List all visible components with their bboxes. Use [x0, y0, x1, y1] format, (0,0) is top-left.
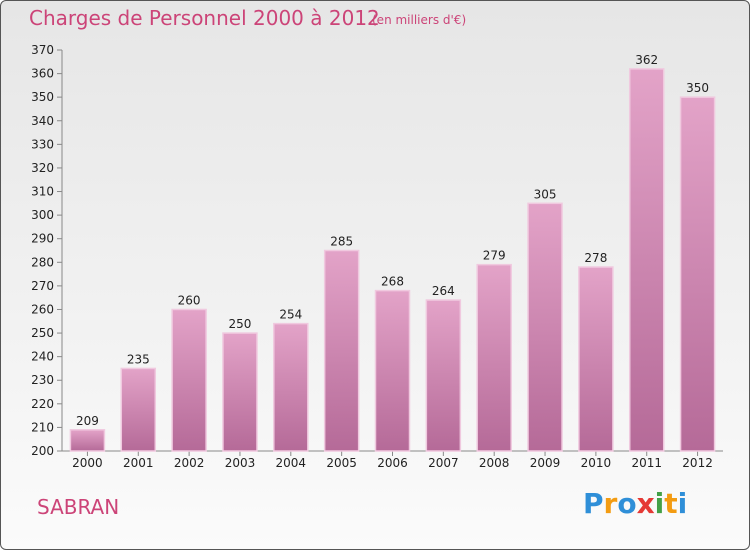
y-tick-label: 350 [31, 90, 54, 104]
x-tick-label: 2008 [479, 456, 510, 470]
y-tick-label: 230 [31, 373, 54, 387]
y-tick-label: 310 [31, 185, 54, 199]
bar-value-label: 264 [432, 284, 455, 298]
bar [527, 202, 563, 452]
bar [222, 332, 258, 452]
y-tick-label: 320 [31, 161, 54, 175]
bar-value-label: 254 [279, 308, 302, 322]
logo-letter: P [583, 487, 604, 520]
x-tick-label: 2002 [174, 456, 205, 470]
bar [425, 299, 462, 452]
logo-letter: i [654, 487, 665, 520]
bar [171, 308, 207, 452]
y-tick-label: 290 [31, 232, 54, 246]
bar [679, 96, 716, 452]
bar-value-label: 285 [330, 235, 353, 249]
x-tick-label: 2003 [225, 456, 256, 470]
bar-value-label: 250 [229, 317, 252, 331]
y-tick-label: 300 [31, 208, 54, 222]
bar [578, 266, 614, 452]
bar-value-label: 235 [127, 352, 150, 366]
y-tick-label: 360 [31, 67, 54, 81]
bar [273, 322, 309, 452]
commune-name: SABRAN [37, 495, 120, 519]
x-tick-label: 2009 [530, 456, 561, 470]
bar-value-label: 279 [483, 249, 506, 263]
x-tick-label: 2010 [581, 456, 612, 470]
bar-value-label: 362 [635, 53, 658, 67]
bar-value-label: 305 [534, 187, 557, 201]
y-tick-label: 260 [31, 302, 54, 316]
x-tick-label: 2000 [72, 456, 103, 470]
y-tick-label: 340 [31, 114, 54, 128]
chart-title: Charges de Personnel 2000 à 2012 [29, 6, 380, 30]
bar-value-label: 350 [686, 81, 709, 95]
logo-letter: x [636, 487, 655, 520]
bar [476, 263, 512, 452]
logo-letter: o [617, 487, 637, 520]
x-tick-label: 2012 [682, 456, 713, 470]
bar [628, 68, 665, 452]
logo-letter: r [603, 487, 618, 520]
y-tick-label: 370 [31, 43, 54, 57]
y-tick-label: 330 [31, 137, 54, 151]
bar [374, 289, 411, 452]
bar-value-label: 209 [76, 414, 99, 428]
axes-group: 200 210 220 230 240 250 260 270 280 290 300 310 320 3… [31, 43, 723, 470]
x-tick-label: 2007 [428, 456, 459, 470]
chart-subtitle: (en milliers d'€) [372, 13, 467, 27]
y-tick-label: 200 [31, 444, 54, 458]
x-tick-label: 2011 [631, 456, 662, 470]
y-tick-label: 250 [31, 326, 54, 340]
bar [69, 429, 106, 452]
bar-value-label: 268 [381, 275, 404, 289]
y-tick-label: 210 [31, 420, 54, 434]
x-tick-label: 2004 [276, 456, 307, 470]
y-tick-label: 280 [31, 255, 54, 269]
x-tick-label: 2005 [326, 456, 357, 470]
bar-value-label: 260 [178, 293, 201, 307]
bar [120, 367, 157, 452]
x-tick-label: 2001 [123, 456, 154, 470]
logo-letter: t [664, 487, 678, 520]
bars-group: 209 235 260 250 254 285 268 264 279 305 278 362 350 [69, 53, 716, 452]
logo-letter: i [677, 487, 688, 520]
y-tick-label: 240 [31, 350, 54, 364]
bar [323, 249, 360, 452]
bar-value-label: 278 [584, 251, 607, 265]
proxiti-logo: Proxiti [583, 487, 687, 520]
y-tick-label: 220 [31, 397, 54, 411]
y-tick-label: 270 [31, 279, 54, 293]
x-tick-label: 2006 [377, 456, 408, 470]
